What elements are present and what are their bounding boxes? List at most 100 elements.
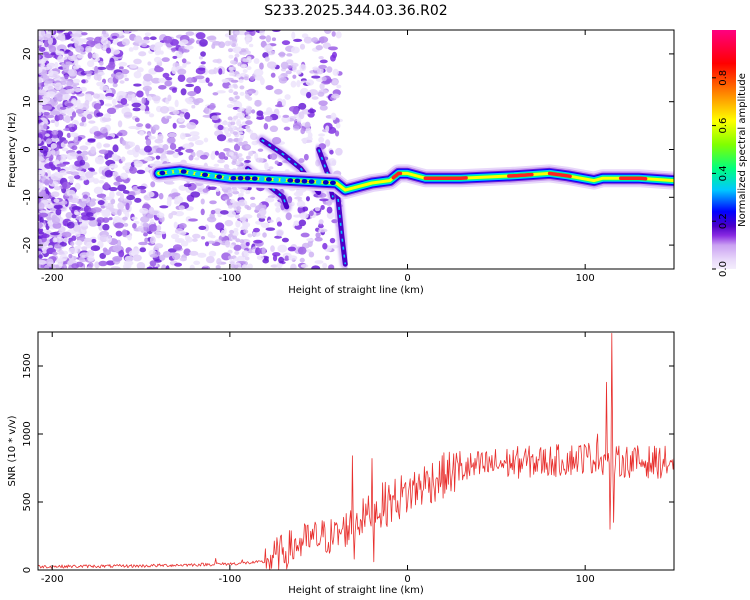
noise-blob — [244, 159, 251, 163]
noise-blob — [72, 84, 77, 90]
noise-blob — [71, 145, 78, 151]
noise-blob — [111, 153, 118, 161]
noise-blob — [124, 77, 129, 82]
noise-blob — [75, 232, 81, 237]
noise-blob — [53, 94, 63, 102]
noise-blob — [235, 209, 241, 214]
noise-blob — [79, 222, 89, 227]
noise-blob — [303, 36, 313, 44]
spectrogram-y-axis: -20 -10 0 10 20 — [22, 48, 674, 253]
noise-blob — [253, 68, 264, 77]
noise-blob — [174, 262, 183, 267]
noise-blob — [88, 262, 94, 268]
noise-blob — [166, 115, 172, 120]
noise-blob — [71, 111, 77, 118]
noise-blob — [82, 194, 89, 199]
noise-blob — [236, 206, 242, 211]
noise-blob — [57, 33, 66, 41]
noise-blob — [85, 45, 93, 53]
noise-blob — [65, 88, 75, 94]
noise-blob — [221, 121, 229, 126]
noise-blob — [253, 239, 263, 244]
colorbar-tick-label: 0.0 — [718, 261, 729, 277]
noise-blob — [215, 222, 225, 231]
snr-xtick-label: 0 — [404, 574, 410, 585]
snr-ytick-label: 0 — [22, 567, 33, 573]
noise-blob — [127, 94, 133, 101]
noise-blob — [242, 68, 248, 73]
noise-blob — [174, 200, 180, 205]
noise-blob — [38, 156, 45, 162]
noise-blob — [38, 239, 41, 244]
noise-blob — [117, 120, 123, 128]
noise-blob — [203, 106, 210, 114]
noise-blob — [311, 96, 319, 100]
noise-blob — [118, 91, 127, 96]
noise-blob — [43, 150, 48, 157]
noise-blob — [146, 191, 155, 198]
noise-blob — [233, 244, 242, 251]
noise-blob — [112, 82, 118, 88]
noise-blob — [292, 108, 299, 115]
noise-blob — [184, 97, 194, 103]
noise-blob — [172, 55, 178, 60]
noise-blob — [71, 263, 80, 269]
noise-blob — [104, 103, 113, 107]
noise-blob — [309, 210, 314, 217]
noise-blob — [227, 192, 233, 197]
figure-title: S233.2025.344.03.36.R02 — [264, 3, 447, 19]
noise-blob — [73, 221, 78, 226]
noise-blob — [120, 69, 130, 75]
noise-blob — [81, 32, 88, 36]
noise-blob — [178, 117, 185, 123]
noise-blob — [142, 222, 149, 228]
noise-blob — [276, 262, 283, 269]
noise-blob — [38, 77, 44, 83]
noise-blob — [112, 144, 119, 153]
noise-blob — [321, 76, 327, 82]
noise-blob — [264, 44, 273, 52]
noise-blob — [177, 68, 187, 75]
noise-blob — [54, 166, 61, 170]
noise-blob — [298, 111, 305, 120]
snr-xtick-label: 100 — [576, 574, 595, 585]
noise-blob — [231, 37, 237, 42]
noise-blob — [144, 110, 151, 115]
noise-blob — [238, 78, 244, 83]
noise-blob — [61, 231, 72, 238]
snr-x-axis: -200 -100 0 100 — [41, 332, 595, 585]
noise-blob — [233, 227, 239, 232]
noise-blob — [228, 151, 234, 156]
noise-blob — [38, 180, 42, 189]
noise-blob — [139, 149, 146, 155]
noise-blob — [227, 116, 233, 121]
noise-blob — [53, 186, 61, 191]
noise-blob — [75, 109, 85, 114]
noise-blob — [38, 119, 43, 123]
noise-blob — [265, 35, 272, 43]
noise-blob — [329, 149, 334, 155]
noise-blob — [180, 240, 189, 247]
noise-blob — [62, 64, 70, 73]
noise-blob — [205, 255, 215, 264]
noise-blob — [59, 106, 67, 110]
noise-blob — [38, 96, 44, 100]
noise-blob — [216, 258, 222, 265]
noise-blob — [229, 229, 235, 234]
noise-blob — [247, 106, 253, 111]
noise-blob — [178, 205, 185, 211]
noise-blob — [121, 229, 128, 238]
noise-blob — [319, 83, 325, 90]
noise-blob — [221, 78, 230, 83]
noise-blob — [55, 208, 62, 216]
noise-blob — [287, 246, 296, 252]
colorbar-tick-label: 0.4 — [718, 165, 729, 181]
noise-blob — [147, 61, 152, 66]
noise-blob — [233, 264, 239, 269]
noise-blob — [263, 122, 269, 130]
noise-blob — [245, 190, 251, 195]
noise-blob — [118, 61, 128, 67]
noise-blob — [115, 230, 123, 237]
noise-blob — [172, 109, 180, 115]
noise-blob — [84, 93, 92, 98]
